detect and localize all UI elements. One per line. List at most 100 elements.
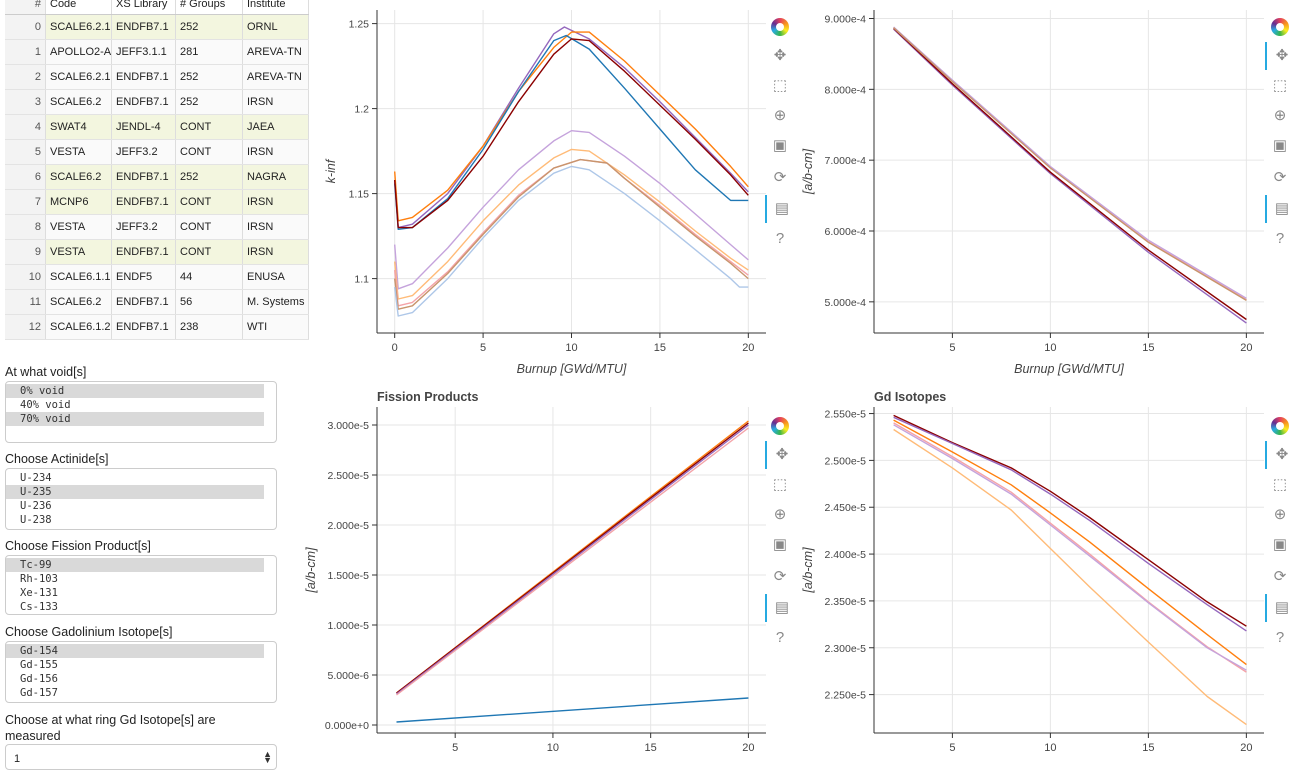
table-cell-institute[interactable]: IRSN (242, 189, 310, 215)
data-table[interactable]: # Code XS Library # Groups Institute 0 SC… (5, 0, 310, 340)
table-cell-xs-library[interactable]: JEFF3.1.1 (111, 39, 176, 65)
pan-icon[interactable]: ✥ (765, 441, 797, 469)
kinf-plot[interactable]: 0 5 10 15 20 1.1 1.15 1.2 1.25 Burnup [GWd/MTU] k-… (300, 0, 789, 380)
box-zoom-icon[interactable]: ⬚ (1272, 77, 1288, 94)
option-void[interactable]: 40% void (20, 399, 71, 411)
save-icon[interactable]: ▣ (772, 137, 788, 154)
table-cell-groups[interactable]: CONT (175, 114, 243, 140)
bokeh-logo-icon[interactable] (1271, 18, 1289, 36)
table-cell-groups[interactable]: CONT (175, 189, 243, 215)
table-cell-groups[interactable]: CONT (175, 239, 243, 265)
series-line[interactable] (893, 26, 1247, 299)
option-actinide[interactable]: U-238 (20, 514, 52, 526)
series-line[interactable] (893, 428, 1247, 726)
table-row[interactable]: 6 SCALE6.2 ENDFB7.1 252 NAGRA (5, 164, 310, 190)
pan-icon[interactable]: ✥ (773, 47, 787, 64)
option-void[interactable]: 0% void (6, 384, 264, 398)
series-line[interactable] (893, 419, 1247, 666)
fission-products-plot[interactable]: Fission Products 5 10 15 20 0.000e+0 5.000e-6 1… (300, 385, 789, 765)
ring-select[interactable]: 1 ▲ ▼ (5, 744, 277, 770)
series-line[interactable] (394, 38, 749, 229)
table-cell-code[interactable]: VESTA (45, 239, 112, 265)
table-cell-institute[interactable]: JAEA (242, 114, 310, 140)
table-cell-institute[interactable]: AREVA-TN (242, 64, 310, 90)
series-line[interactable] (394, 165, 749, 317)
void-multiselect[interactable]: 0% void 40% void 70% void (5, 381, 277, 443)
table-row[interactable]: 4 SWAT4 JENDL-4 CONT JAEA (5, 114, 310, 140)
table-cell-xs-library[interactable]: JEFF3.2 (111, 214, 176, 240)
table-cell-institute[interactable]: IRSN (242, 89, 310, 115)
table-cell-xs-library[interactable]: ENDFB7.1 (111, 14, 176, 40)
table-cell-groups[interactable]: 281 (175, 39, 243, 65)
table-cell-xs-library[interactable]: ENDFB7.1 (111, 64, 176, 90)
hover-icon[interactable]: ▤ (1265, 594, 1297, 622)
table-cell-xs-library[interactable]: ENDF5 (111, 264, 176, 290)
series-line[interactable] (893, 416, 1247, 632)
table-row[interactable]: 9 VESTA ENDFB7.1 CONT IRSN (5, 239, 310, 265)
table-cell-code[interactable]: VESTA (45, 139, 112, 165)
table-row[interactable]: 8 VESTA JEFF3.2 CONT IRSN (5, 214, 310, 240)
table-cell-code[interactable]: VESTA (45, 214, 112, 240)
hover-icon[interactable]: ▤ (765, 594, 797, 622)
series-line[interactable] (394, 158, 749, 310)
table-cell-xs-library[interactable]: ENDFB7.1 (111, 314, 176, 340)
table-cell-index[interactable]: 3 (5, 89, 46, 115)
table-cell-index[interactable]: 4 (5, 114, 46, 140)
table-cell-xs-library[interactable]: JEFF3.2 (111, 139, 176, 165)
option-fission[interactable]: Tc-99 (6, 558, 264, 572)
table-cell-index[interactable]: 2 (5, 64, 46, 90)
table-cell-xs-library[interactable]: ENDFB7.1 (111, 239, 176, 265)
chart-svg[interactable]: 5 10 15 20 0.000e+0 5.000e-6 1.000e-5 1.500e-5 2… (300, 385, 770, 765)
reset-icon[interactable]: ⟳ (1273, 169, 1287, 186)
series-line[interactable] (893, 422, 1247, 673)
table-row[interactable]: 3 SCALE6.2 ENDFB7.1 252 IRSN (5, 89, 310, 115)
pan-icon[interactable]: ✥ (1265, 441, 1297, 469)
series-line[interactable] (893, 27, 1247, 321)
column-header-groups[interactable]: # Groups (175, 0, 243, 15)
gd-isotopes-plot[interactable]: Gd Isotopes 5 10 15 20 2.250e-5 2.300e-5 2.350e… (800, 385, 1289, 765)
column-header-index[interactable]: # (5, 0, 46, 15)
actinides-plot[interactable]: 5 10 15 20 5.000e-4 6.000e-4 7.000e-4 8.000e-4 9… (800, 0, 1289, 380)
table-cell-index[interactable]: 6 (5, 164, 46, 190)
table-cell-groups[interactable]: CONT (175, 214, 243, 240)
table-cell-groups[interactable]: 238 (175, 314, 243, 340)
table-cell-index[interactable]: 5 (5, 139, 46, 165)
table-cell-code[interactable]: SCALE6.2 (45, 164, 112, 190)
actinide-multiselect[interactable]: U-234 U-235 U-236 U-238 (5, 468, 277, 530)
help-icon[interactable]: ? (1275, 230, 1285, 247)
table-cell-institute[interactable]: IRSN (242, 239, 310, 265)
reset-icon[interactable]: ⟳ (773, 169, 787, 186)
column-header-code[interactable]: Code (45, 0, 112, 15)
option-fission[interactable]: Rh-103 (20, 573, 58, 585)
series-line[interactable] (893, 424, 1247, 671)
box-zoom-icon[interactable]: ⬚ (772, 77, 788, 94)
table-cell-xs-library[interactable]: JENDL-4 (111, 114, 176, 140)
table-cell-institute[interactable]: WTI (242, 314, 310, 340)
series-line[interactable] (394, 31, 749, 222)
option-actinide[interactable]: U-234 (20, 472, 52, 484)
table-cell-institute[interactable]: NAGRA (242, 164, 310, 190)
box-zoom-icon[interactable]: ⬚ (1272, 476, 1288, 493)
save-icon[interactable]: ▣ (772, 536, 788, 553)
option-gd[interactable]: Gd-155 (20, 659, 58, 671)
table-cell-index[interactable]: 12 (5, 314, 46, 340)
pan-icon[interactable]: ✥ (1265, 42, 1297, 70)
wheel-zoom-icon[interactable]: ⊕ (1273, 107, 1287, 124)
option-void[interactable]: 70% void (6, 412, 264, 426)
bokeh-logo-icon[interactable] (771, 417, 789, 435)
series-line[interactable] (396, 422, 749, 694)
table-row[interactable]: 10 SCALE6.1.1 ENDF5 44 ENUSA (5, 264, 310, 290)
series-line[interactable] (396, 697, 749, 723)
table-cell-groups[interactable]: 56 (175, 289, 243, 315)
table-cell-institute[interactable]: IRSN (242, 139, 310, 165)
table-cell-code[interactable]: MCNP6 (45, 189, 112, 215)
table-row[interactable]: 5 VESTA JEFF3.2 CONT IRSN (5, 139, 310, 165)
table-cell-institute[interactable]: AREVA-TN (242, 39, 310, 65)
table-row[interactable]: 2 SCALE6.2.1 ENDFB7.1 252 AREVA-TN (5, 64, 310, 90)
option-actinide[interactable]: U-236 (20, 500, 52, 512)
table-cell-index[interactable]: 0 (5, 14, 46, 40)
table-cell-index[interactable]: 10 (5, 264, 46, 290)
table-cell-code[interactable]: SCALE6.2 (45, 89, 112, 115)
option-gd[interactable]: Gd-156 (20, 673, 58, 685)
option-gd[interactable]: Gd-154 (6, 644, 264, 658)
